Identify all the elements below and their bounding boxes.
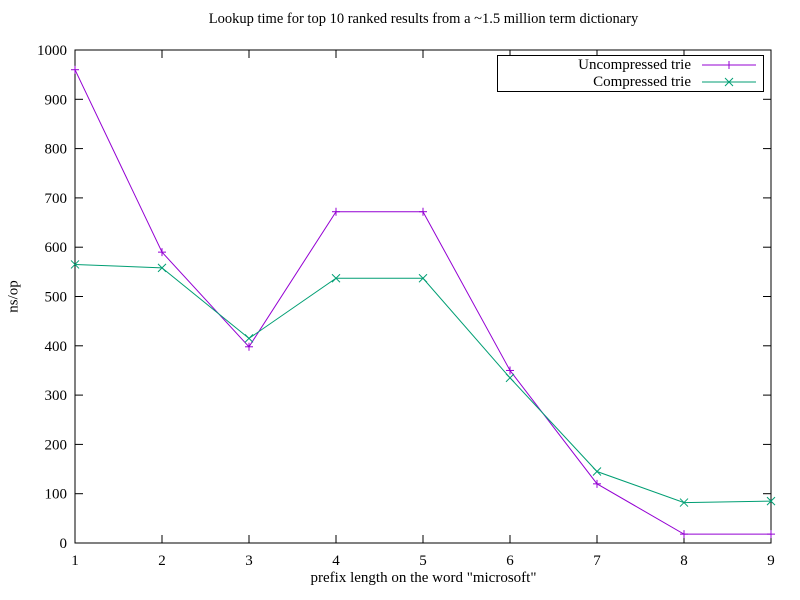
svg-text:400: 400 [45, 339, 68, 355]
svg-text:300: 300 [45, 388, 68, 404]
svg-text:1000: 1000 [37, 43, 67, 59]
y-axis-label: ns/op [5, 280, 22, 313]
legend-line-sample-icon [702, 61, 756, 69]
svg-text:600: 600 [45, 240, 68, 256]
legend: Uncompressed trie Compressed trie [497, 55, 764, 92]
svg-text:700: 700 [45, 191, 68, 207]
svg-text:3: 3 [245, 553, 253, 569]
legend-label: Uncompressed trie [578, 56, 691, 73]
svg-text:200: 200 [45, 437, 68, 453]
x-axis-label: prefix length on the word "microsoft" [310, 570, 537, 586]
svg-text:1: 1 [71, 553, 79, 569]
svg-text:4: 4 [332, 553, 340, 569]
svg-text:900: 900 [45, 92, 68, 108]
svg-text:100: 100 [45, 487, 68, 503]
svg-text:8: 8 [680, 553, 688, 569]
svg-text:5: 5 [419, 553, 427, 569]
legend-line-sample-icon [702, 77, 756, 87]
svg-text:800: 800 [45, 142, 68, 158]
chart-title: Lookup time for top 10 ranked results fr… [208, 11, 639, 27]
svg-text:9: 9 [767, 553, 775, 569]
svg-text:500: 500 [45, 290, 68, 306]
svg-text:0: 0 [60, 536, 68, 552]
svg-text:2: 2 [158, 553, 166, 569]
svg-text:6: 6 [506, 553, 514, 569]
legend-item-uncompressed-trie: Uncompressed trie [498, 57, 763, 74]
legend-item-compressed-trie: Compressed trie [498, 74, 763, 91]
svg-text:7: 7 [593, 553, 601, 569]
legend-label: Compressed trie [593, 73, 691, 90]
